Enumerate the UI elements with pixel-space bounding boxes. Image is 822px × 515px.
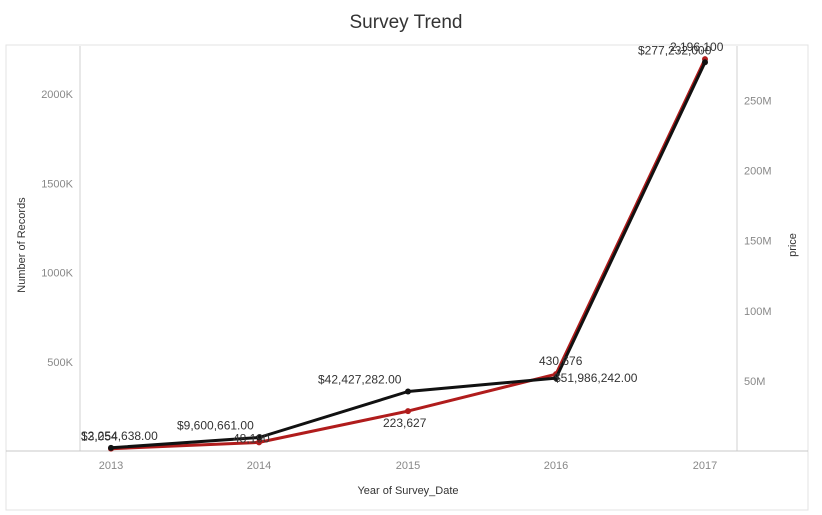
- data-label: 2,196,100: [670, 40, 724, 54]
- x-tick-label: 2016: [544, 460, 568, 472]
- chart-title: Survey Trend: [350, 12, 463, 33]
- data-label: 13,054: [81, 430, 118, 444]
- data-label: $277,232,000: [638, 43, 712, 57]
- data-point-1: [405, 408, 411, 415]
- y-right-tick-label: 100M: [744, 306, 772, 318]
- tick-labels: 2013 2014 2015 2016 2017 500K 1000K 1500K 2000K 5…: [41, 89, 771, 472]
- data-label: 430,676: [539, 354, 583, 368]
- y-right-tick-label: 50M: [744, 376, 765, 388]
- x-tick-label: 2017: [693, 460, 717, 472]
- x-tick-label: 2015: [396, 460, 420, 472]
- y-axis-left-title: Number of Records: [16, 197, 28, 293]
- data-label: $51,986,242.00: [554, 371, 638, 385]
- data-point-2: [405, 388, 411, 395]
- y-axis-right-title: price: [787, 233, 799, 257]
- y-right-tick-label: 150M: [744, 236, 772, 248]
- y-left-tick-label: 1500K: [41, 178, 73, 190]
- x-tick-label: 2013: [99, 460, 123, 472]
- data-label: $42,427,282.00: [318, 373, 402, 387]
- data-point-2: [256, 434, 262, 441]
- data-point-2: [702, 59, 708, 66]
- x-axis-title: Year of Survey_Date: [357, 485, 458, 497]
- data-label: 48,190: [233, 431, 270, 445]
- data-label: $9,600,661.00: [177, 419, 254, 433]
- data-label: $2,254,638.00: [81, 429, 158, 443]
- y-right-tick-label: 200M: [744, 166, 772, 178]
- data-point-1: [256, 439, 262, 446]
- axes: [6, 46, 808, 452]
- x-tick-label: 2014: [247, 460, 271, 472]
- chart-frame: [5, 44, 809, 511]
- y-left-tick-label: 500K: [47, 357, 73, 369]
- data-point-2: [108, 444, 114, 451]
- data-label: 223,627: [383, 416, 427, 430]
- y-right-tick-label: 250M: [744, 95, 772, 107]
- y-left-tick-label: 1000K: [41, 268, 73, 280]
- y-left-tick-label: 2000K: [41, 89, 73, 101]
- data-point-2: [553, 375, 559, 382]
- data-labels: 13,054 48,190 223,627 430,676 2,196,100 $2,25…: [81, 40, 724, 445]
- series: [108, 56, 708, 452]
